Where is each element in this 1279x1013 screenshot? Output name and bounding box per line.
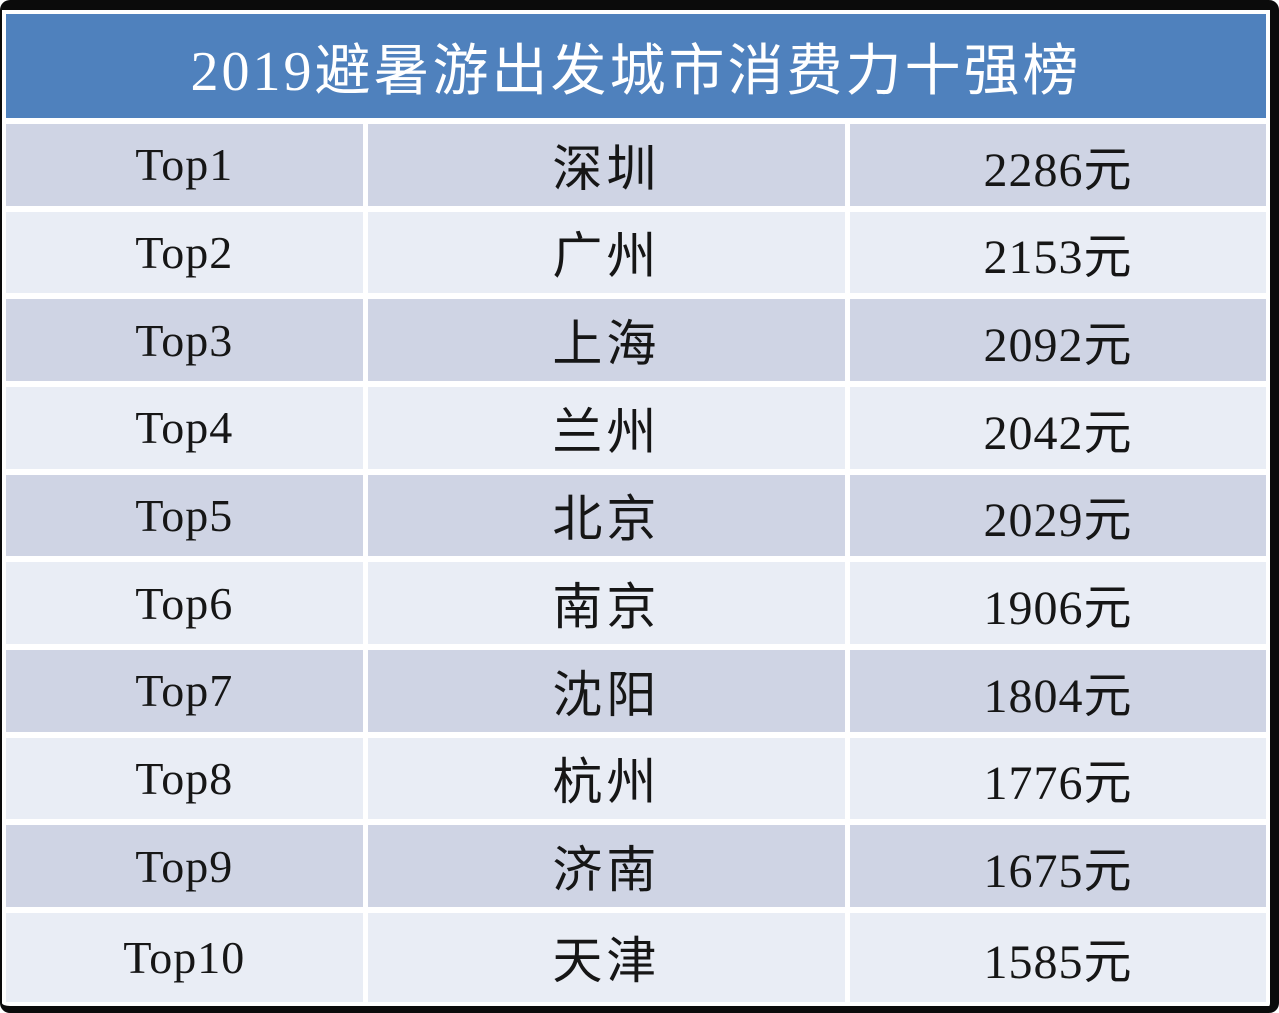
ranking-table-page: 2019避暑游出发城市消费力十强榜 Top1 深圳 2286元 Top2 广州 … <box>5 13 1267 1003</box>
rank-cell: Top9 <box>6 825 363 907</box>
city-cell: 北京 <box>367 474 846 557</box>
rank-cell: Top3 <box>6 299 363 381</box>
city-cell: 兰州 <box>367 386 846 469</box>
spend-cell: 1776元 <box>850 737 1266 820</box>
spend-cell: 2153元 <box>850 211 1266 294</box>
spend-cell: 2029元 <box>850 474 1266 557</box>
rank-cell: Top8 <box>6 737 363 820</box>
table-title-bar: 2019避暑游出发城市消费力十强榜 <box>6 14 1266 118</box>
spend-cell: 2042元 <box>850 386 1266 469</box>
city-cell: 上海 <box>367 299 846 381</box>
rank-cell: Top4 <box>6 386 363 469</box>
rank-cell: Top6 <box>6 562 363 644</box>
city-cell: 沈阳 <box>367 649 846 732</box>
table-title: 2019避暑游出发城市消费力十强榜 <box>190 40 1082 103</box>
city-cell: 天津 <box>367 912 846 1002</box>
rank-cell: Top5 <box>6 474 363 557</box>
rank-cell: Top2 <box>6 211 363 294</box>
rank-cell: Top10 <box>6 912 363 1002</box>
rank-cell: Top1 <box>6 124 363 206</box>
city-cell: 杭州 <box>367 737 846 820</box>
city-cell: 深圳 <box>367 124 846 206</box>
city-cell: 广州 <box>367 211 846 294</box>
spend-cell: 1804元 <box>850 649 1266 732</box>
city-cell: 济南 <box>367 825 846 907</box>
spend-cell: 1585元 <box>850 912 1266 1002</box>
spend-cell: 2092元 <box>850 299 1266 381</box>
rank-cell: Top7 <box>6 649 363 732</box>
spend-cell: 1675元 <box>850 825 1266 907</box>
ranking-table: Top1 深圳 2286元 Top2 广州 2153元 Top3 上海 2092… <box>6 124 1266 1002</box>
city-cell: 南京 <box>367 562 846 644</box>
spend-cell: 1906元 <box>850 562 1266 644</box>
spend-cell: 2286元 <box>850 124 1266 206</box>
